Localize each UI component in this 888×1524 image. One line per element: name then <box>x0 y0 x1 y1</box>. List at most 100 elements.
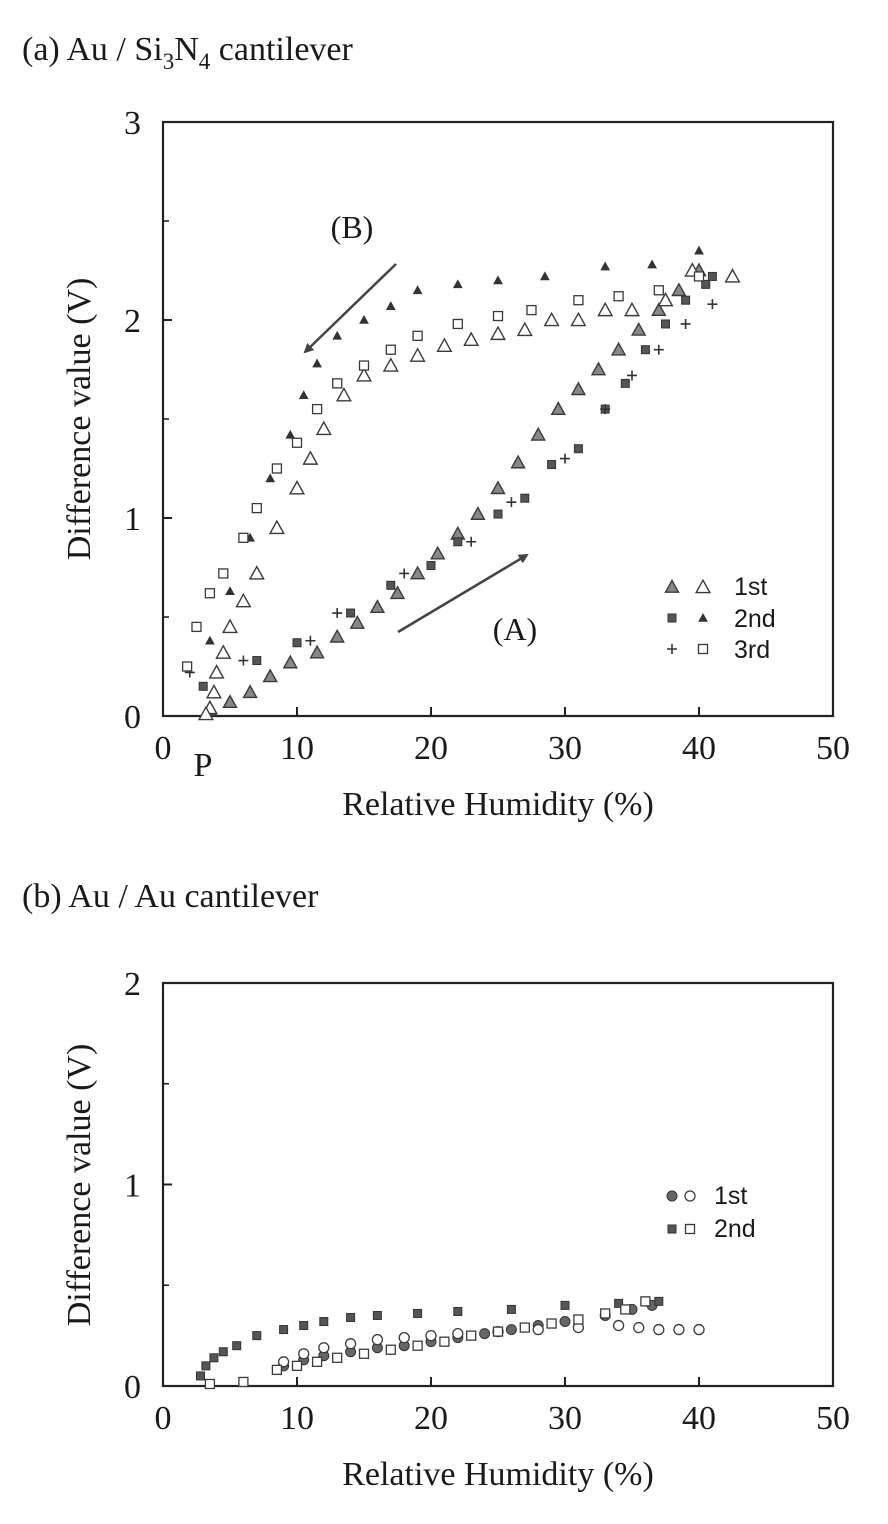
panel-a-data-point <box>369 599 386 613</box>
panel-b-data-point <box>453 1306 463 1316</box>
panel-b-data-point <box>532 1323 544 1336</box>
panel-a-data-point <box>540 271 550 281</box>
panel-a: (a) Au / Si3N4 cantilever 0 10 20 30 40 50012… <box>22 31 850 823</box>
legend-b-marker <box>684 1223 696 1235</box>
panel-a-title-sub1: 3 <box>163 49 175 74</box>
panel-a-data-point <box>271 463 283 474</box>
panel-b-data-point <box>439 1336 450 1347</box>
panel-a-data-point <box>653 285 664 296</box>
panel-b-axes: 0 10 20 30 40 50 0 1 2 <box>124 966 850 1437</box>
panel-a-x-tick-label: 50 <box>816 730 850 767</box>
panel-a-data-point <box>215 644 232 659</box>
panel-a-data-point <box>311 403 323 415</box>
panel-b-data-point <box>201 1361 211 1371</box>
panel-a-data-point <box>640 345 650 355</box>
panel-a-data-point <box>312 358 322 368</box>
legend-a-marker <box>667 613 677 623</box>
panel-a-data-point <box>409 347 426 362</box>
panel-b-x-axis-label: Relative Humidity (%) <box>342 1456 654 1493</box>
legend-b-marker <box>667 1224 677 1234</box>
panel-a-data-point <box>573 444 583 454</box>
panel-a-data-point <box>292 638 302 648</box>
panel-b-data-point <box>218 1347 228 1357</box>
panel-a-data-point <box>288 480 306 495</box>
panel-b-data-point <box>346 1312 356 1322</box>
panel-a-data-point <box>285 429 296 439</box>
panel-a-data-point <box>426 561 436 571</box>
panel-a-data-point <box>412 285 423 295</box>
panel-a-data-point <box>385 301 396 310</box>
panel-a-data-point <box>493 509 503 519</box>
panel-b-data-point <box>614 1298 624 1308</box>
panel-b-data-point <box>196 1371 206 1381</box>
panel-b-data-point <box>600 1308 611 1319</box>
panel-a-data-point <box>191 621 202 633</box>
panel-a-data-point <box>510 454 526 469</box>
panel-a-title-prefix: Au / Si <box>66 31 162 68</box>
panel-b-data-point <box>654 1296 664 1306</box>
panel-b-x-tick-label: 30 <box>548 1400 582 1437</box>
panel-a-data-point <box>681 295 691 305</box>
panel-a-data-points <box>181 245 741 721</box>
panel-a-data-point <box>613 291 624 302</box>
panel-a-title: (a) Au / Si3N4 cantilever <box>22 31 353 74</box>
panel-a-data-point <box>181 661 193 672</box>
panel-a-data-point <box>701 279 711 289</box>
panel-a-data-point <box>590 361 607 376</box>
panel-b-data-point <box>452 1327 464 1340</box>
panel-a-y-tick-label: 3 <box>124 105 141 142</box>
panel-b-data-point <box>372 1310 382 1320</box>
panel-a-data-point <box>453 537 463 547</box>
panel-a-data-point <box>329 628 345 643</box>
panel-a-data-point <box>620 378 630 388</box>
panel-b-data-point <box>412 1340 423 1351</box>
panel-a-data-point <box>225 586 235 596</box>
panel-b-x-tick-label: 20 <box>414 1400 448 1437</box>
legend-a-1st: 1st <box>734 573 767 601</box>
panel-a-y-tick-label: 0 <box>124 699 141 736</box>
legend-a-marker <box>698 612 708 622</box>
panel-a-data-point <box>470 506 486 520</box>
panel-a-data-point <box>218 568 229 579</box>
panel-a-data-point <box>724 268 741 283</box>
panel-b-data-point <box>291 1360 303 1371</box>
panel-a-x-tick-label: 40 <box>682 730 716 767</box>
panel-a-legend: 1st 2nd 3rd <box>664 573 776 664</box>
panel-a-data-point <box>653 344 664 355</box>
panel-a-data-point <box>680 318 691 329</box>
panel-b-data-point <box>633 1321 645 1334</box>
panel-a-data-point <box>597 301 614 317</box>
panel-a-data-point <box>631 321 647 336</box>
panel-b-data-point <box>204 1378 216 1390</box>
panel-a-x-axis-label: Relative Humidity (%) <box>342 786 654 823</box>
panel-a-data-point <box>651 302 667 316</box>
panel-b-data-point <box>413 1308 423 1318</box>
panel-a-data-point <box>489 325 507 341</box>
panel-b: (b) Au / Au cantilever 0 10 20 30 40 50 0 1 2 Re… <box>22 878 850 1493</box>
panel-a-data-point <box>661 319 670 329</box>
annotation-a: (A) <box>493 611 537 647</box>
panel-a-data-point <box>386 580 396 590</box>
panel-b-data-point <box>653 1323 665 1336</box>
panel-b-data-point <box>546 1318 557 1329</box>
legend-b-marker <box>666 1190 678 1202</box>
legend-a-marker <box>664 579 680 593</box>
panel-a-data-point <box>647 259 657 269</box>
panel-b-data-point <box>311 1356 323 1367</box>
panel-a-data-point <box>526 304 537 316</box>
panel-a-data-point <box>358 360 370 371</box>
legend-a-2nd: 2nd <box>734 605 776 633</box>
panel-b-data-point <box>425 1329 437 1342</box>
panel-b-series-2 <box>196 1296 664 1381</box>
panel-a-data-point <box>332 378 343 389</box>
panel-a-series-4 <box>184 299 718 678</box>
panel-a-data-point <box>600 404 611 415</box>
panel-b-series-3 <box>204 1296 651 1390</box>
panel-a-data-point <box>600 261 611 271</box>
panel-b-data-point <box>371 1334 384 1346</box>
panel-a-data-point <box>463 331 480 347</box>
panel-a-data-point <box>530 426 546 441</box>
panel-a-data-point <box>235 592 252 608</box>
panel-a-data-point <box>205 683 222 699</box>
